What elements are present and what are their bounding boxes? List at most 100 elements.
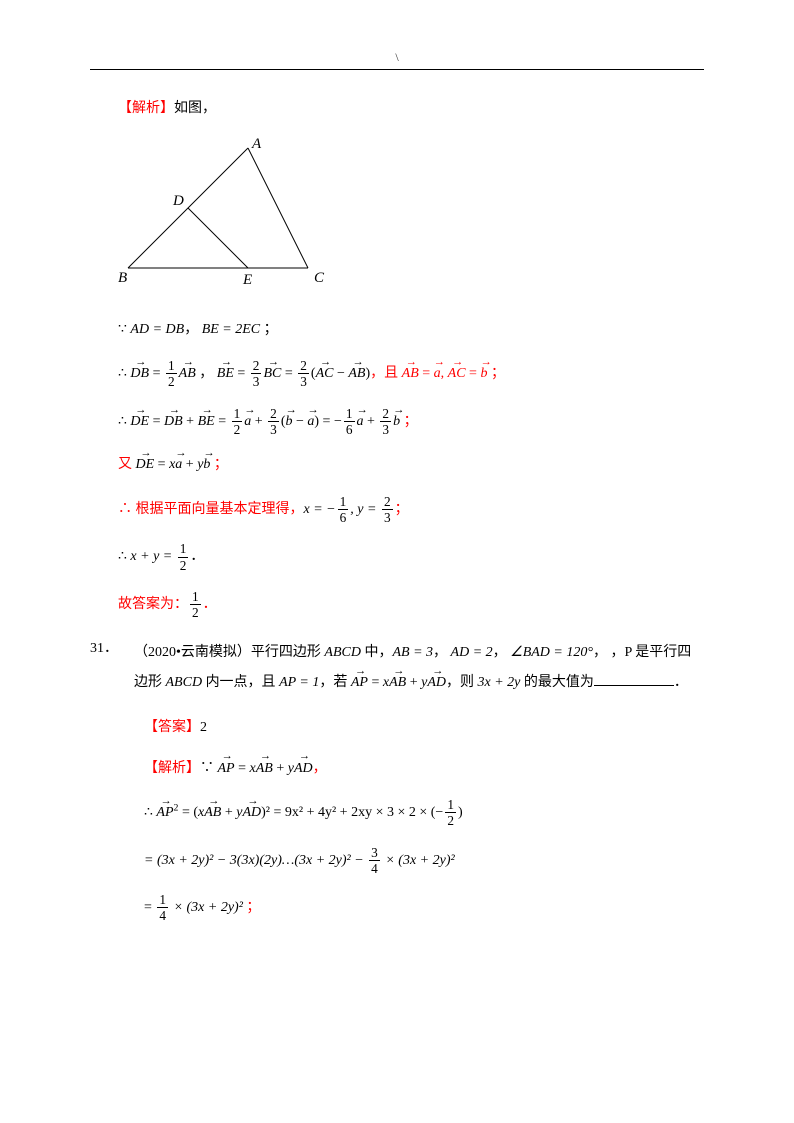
frac-n: 2	[380, 407, 391, 422]
vec-be: BE	[198, 411, 215, 433]
frac-d: 2	[232, 422, 243, 436]
final-answer: 故答案为：12．	[118, 590, 704, 620]
sep: ，	[433, 645, 447, 660]
vec-bc: BC	[263, 363, 281, 385]
analysis-31-l3: = (3x + 2y)² − 3(3x)(2y)…(3x + 2y)² − 34…	[144, 846, 704, 876]
frac-d: 2	[166, 374, 177, 388]
analysis-31-l1: 【解析】∵ AP = xAB + yAD，	[144, 758, 704, 780]
l4b: × (3x + 2y)²	[170, 900, 243, 915]
frac-d: 2	[445, 813, 456, 827]
answer-31: 【答案】2	[144, 717, 704, 739]
frac-n: 1	[338, 495, 349, 510]
frac-d: 3	[380, 422, 391, 436]
therefore-sym: ∴	[118, 366, 130, 381]
because-sym: ∵	[118, 322, 130, 337]
semicolon: ；	[395, 502, 409, 517]
semicolon: ；	[404, 414, 418, 429]
frac-n: 1	[178, 542, 189, 557]
vec-ab: AB	[402, 363, 419, 385]
period: ．	[674, 675, 688, 690]
vec-b: b	[393, 411, 400, 433]
answer-value: 2	[200, 720, 207, 735]
abcd: ABCD	[324, 645, 361, 660]
eq-be-2ec: BE = 2EC	[202, 322, 260, 337]
mid: = 9x² + 4y² + 2xy × 3 × 2 × (−	[270, 805, 443, 820]
answer-label: 【答案】	[144, 720, 200, 735]
vertex-d: D	[172, 193, 184, 209]
analysis-31-l4: = 14 × (3x + 2y)² ；	[144, 893, 704, 923]
vec-ab: AB	[179, 363, 196, 385]
triangle-figure: A B C D E	[118, 138, 704, 296]
t: 的最大值为	[520, 675, 594, 690]
frac-n: 2	[268, 407, 279, 422]
problem-number: 31．	[90, 638, 134, 700]
semicolon: ；	[264, 322, 278, 337]
t: （2020•云南模拟）平行四边形	[134, 645, 324, 660]
ab3: AB = 3	[392, 645, 433, 660]
t: ，若	[319, 675, 351, 690]
l3b: × (3x + 2y)²	[382, 853, 455, 868]
answer-blank	[594, 672, 674, 686]
vertex-e: E	[242, 272, 252, 288]
vertex-a: A	[251, 138, 262, 152]
frac-n: 1	[190, 590, 201, 605]
theorem-text: ∴ 根据平面向量基本定理得，	[118, 502, 304, 517]
frac-d: 6	[344, 422, 355, 436]
vec-de: DE	[130, 411, 149, 433]
vec-ad: AD	[294, 758, 313, 780]
vec-b: b	[285, 411, 292, 433]
eq: =	[144, 900, 155, 915]
therefore: ∴	[144, 805, 156, 820]
l3a: = (3x + 2y)² − 3(3x)(2y)…(3x + 2y)² −	[144, 853, 367, 868]
angle: ∠BAD = 120°	[510, 645, 593, 660]
semicolon: ；	[214, 457, 228, 472]
because: ∵	[200, 761, 218, 776]
frac-d: 3	[298, 374, 309, 388]
frac-n: 2	[251, 359, 262, 374]
semicolon: ；	[491, 366, 505, 381]
vec-ad: AD	[242, 802, 261, 824]
header-rule	[90, 69, 704, 70]
vec-a: a	[307, 411, 314, 433]
t: 中，	[361, 645, 393, 660]
eq-ad-db: AD = DB	[130, 322, 184, 337]
frac-d: 2	[178, 558, 189, 572]
analysis-suffix: 如图，	[174, 101, 216, 116]
frac-n: 1	[232, 407, 243, 422]
vec-ab: AB	[389, 668, 406, 699]
frac-n: 2	[298, 359, 309, 374]
frac-n: 1	[445, 798, 456, 813]
sep: ，	[184, 322, 198, 337]
step-6: ∴ x + y = 12．	[118, 542, 704, 572]
and-text: ，且	[370, 366, 402, 381]
vec-db: DB	[164, 411, 183, 433]
period: ．	[203, 597, 217, 612]
frac-d: 4	[157, 908, 168, 922]
vec-ad: AD	[427, 668, 446, 699]
vec-de: DE	[136, 454, 155, 476]
vec-b: b	[203, 454, 210, 476]
vec-ab: AB	[204, 802, 221, 824]
vec-ac: AC	[448, 363, 466, 385]
expr: 3x + 2y	[478, 675, 521, 690]
sep: ，	[493, 645, 507, 660]
t: ，则	[446, 675, 478, 690]
abcd: ABCD	[166, 675, 203, 690]
vec-ap: AP	[218, 758, 235, 780]
vec-a: a	[357, 411, 364, 433]
xplusy: x + y =	[130, 549, 175, 564]
answer-prefix: 故答案为：	[118, 597, 188, 612]
frac-d: 6	[338, 510, 349, 524]
frac-n: 1	[344, 407, 355, 422]
frac-n: 1	[166, 359, 177, 374]
frac-n: 2	[382, 495, 393, 510]
vec-a: a	[434, 363, 441, 385]
vertex-c: C	[314, 270, 325, 286]
step-5: ∴ 根据平面向量基本定理得，x = −16, y = 23；	[118, 495, 704, 525]
vec-ac: AC	[316, 363, 334, 385]
x-eq: x = −	[304, 502, 336, 517]
vec-ab: AB	[348, 363, 365, 385]
therefore-sym: ∴	[118, 549, 130, 564]
analysis-header: 【解析】如图，	[118, 98, 704, 120]
vec-ab: AB	[256, 758, 273, 780]
